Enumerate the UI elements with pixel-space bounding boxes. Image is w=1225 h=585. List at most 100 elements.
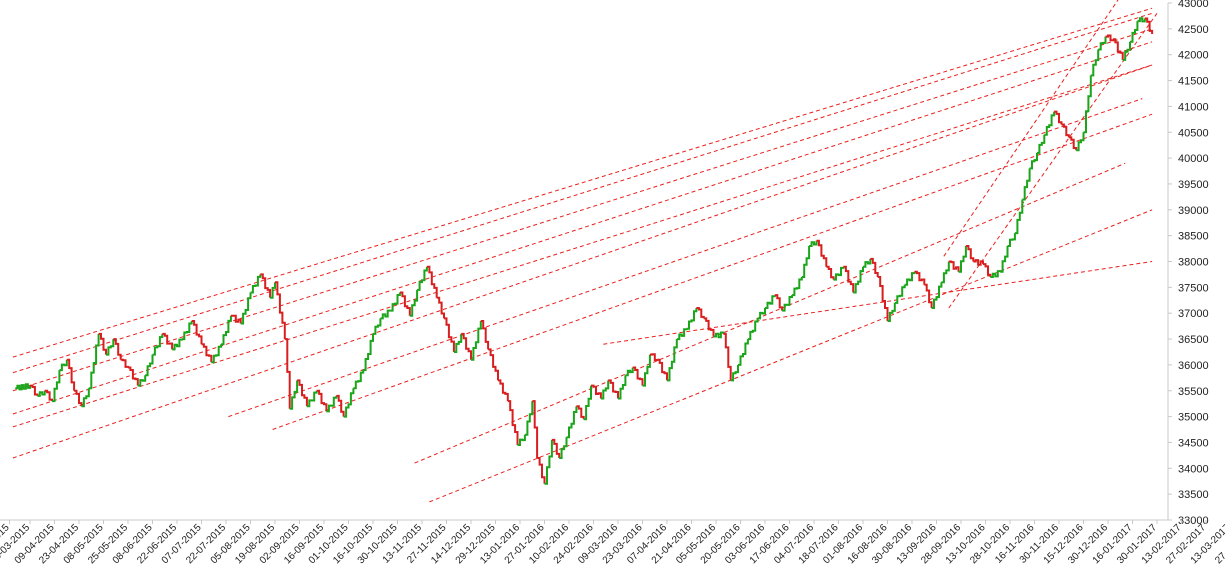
y-tick-label: 41500 [1178, 76, 1209, 88]
price-segment [576, 405, 585, 420]
price-segment [1037, 134, 1046, 154]
price-segment [1105, 34, 1114, 42]
price-segment [591, 384, 602, 399]
y-tick-label: 35000 [1178, 412, 1209, 424]
price-segment [532, 400, 539, 458]
y-tick-label: 38500 [1178, 231, 1209, 243]
price-segment [894, 284, 906, 304]
price-segment [863, 258, 872, 268]
price-segment [774, 294, 784, 311]
price-segment [399, 291, 411, 316]
y-tick-label: 42000 [1178, 50, 1209, 62]
price-segment [1090, 49, 1100, 77]
price-segment [667, 339, 678, 382]
price-segment [1068, 136, 1078, 151]
price-segment [275, 281, 286, 340]
price-segment [270, 282, 276, 299]
price-segment [426, 265, 438, 298]
price-segment [498, 379, 509, 402]
price-segment [15, 383, 31, 391]
y-tick-label: 37500 [1178, 282, 1209, 294]
trendline-9 [414, 162, 1126, 464]
price-segment [1022, 168, 1031, 201]
price-segment [162, 332, 174, 350]
y-tick-label: 34000 [1178, 463, 1209, 475]
price-segment [128, 366, 139, 386]
price-segment [409, 289, 419, 317]
price-segment [537, 457, 546, 484]
trendline-2 [12, 12, 1153, 374]
trendline-1 [12, 7, 1153, 358]
price-segment [544, 439, 553, 485]
price-segment [181, 321, 193, 341]
price-segment [1014, 199, 1024, 235]
price-segment [106, 339, 115, 356]
price-segment [201, 343, 213, 363]
price-segment [1137, 17, 1146, 23]
price-segment [1044, 111, 1056, 136]
price-segment [488, 348, 499, 381]
price-segment [221, 315, 232, 346]
price-segment [444, 317, 455, 352]
price-segment [801, 246, 811, 278]
price-series [15, 17, 1154, 485]
price-segment [453, 333, 463, 353]
trendline-3 [12, 28, 1153, 392]
price-segment [52, 370, 61, 403]
price-segment [730, 364, 739, 382]
y-tick-label: 35500 [1178, 386, 1209, 398]
price-segment [747, 318, 759, 341]
price-segment [461, 332, 472, 360]
price-segment [480, 320, 490, 350]
price-segment [676, 328, 688, 341]
price-segment [973, 259, 984, 266]
price-segment [696, 307, 705, 319]
price-segment [517, 434, 526, 446]
price-segment [88, 333, 100, 390]
trendline-12 [943, 0, 1119, 257]
price-segment [260, 273, 272, 298]
trendline-6 [12, 64, 1153, 459]
price-segment [250, 274, 262, 294]
trendline-5 [12, 64, 1153, 428]
price-segment [1112, 38, 1124, 60]
y-tick-label: 38000 [1178, 257, 1209, 269]
price-segment [524, 401, 534, 436]
price-segment [809, 240, 818, 247]
price-segment [507, 400, 519, 445]
price-segment [66, 358, 76, 391]
price-segment [600, 380, 610, 400]
price-segment [904, 271, 916, 286]
price-segment [471, 321, 482, 361]
price-segment [1122, 41, 1131, 61]
price-segment [417, 266, 428, 291]
price-segment [1098, 36, 1107, 51]
price-segment [826, 265, 835, 280]
y-tick-label: 33000 [1178, 515, 1209, 527]
trendline-11 [603, 261, 1153, 345]
price-segment [833, 266, 845, 281]
price-segment [990, 270, 1002, 278]
price-segment [343, 388, 355, 418]
price-segment [353, 370, 365, 390]
price-segment [958, 246, 967, 273]
price-segment [172, 338, 183, 351]
price-segment [686, 308, 698, 330]
price-segment [44, 389, 53, 402]
price-segment [723, 332, 732, 381]
price-segment [887, 302, 896, 322]
price-segment [877, 276, 889, 321]
price-segment [608, 379, 619, 399]
y-tick-label: 34500 [1178, 437, 1209, 449]
price-segment [931, 282, 943, 309]
price-segment [965, 245, 975, 262]
price-segment [316, 389, 328, 412]
price-segment [559, 437, 568, 459]
price-segment [306, 390, 318, 408]
y-tick-label: 33500 [1178, 489, 1209, 501]
price-segment [870, 257, 879, 277]
price-segment [373, 318, 382, 335]
price-segment [30, 384, 39, 396]
